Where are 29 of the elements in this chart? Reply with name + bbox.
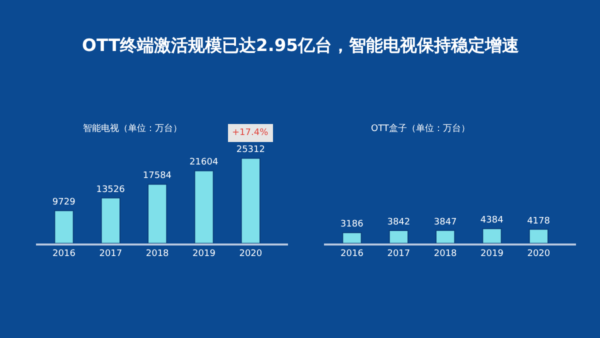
- data-label: 4178: [527, 216, 550, 226]
- chart-subtitle: 智能电视（单位：万台）: [83, 123, 182, 134]
- data-label: 17584: [142, 171, 172, 182]
- x-tick-label: 2017: [387, 248, 410, 259]
- annotation: +17.4%: [232, 128, 269, 138]
- data-label: 3842: [387, 217, 410, 228]
- x-tick-label: 2019: [480, 248, 504, 259]
- data-label: 25312: [236, 145, 265, 156]
- data-label: 21604: [190, 158, 218, 168]
- data-label: 3847: [434, 217, 457, 228]
- x-tick-label: 2016: [52, 248, 76, 259]
- x-tick-label: 2019: [192, 248, 216, 259]
- x-tick-label: 2020: [239, 248, 262, 259]
- x-tick-label: 2017: [99, 248, 122, 259]
- x-tick-label: 2018: [434, 248, 458, 259]
- data-label: 4384: [480, 216, 504, 226]
- data-label: 3186: [340, 220, 364, 230]
- x-tick-label: 2018: [146, 248, 170, 259]
- chart-title: OTT终端激活规模已达2.95亿台，智能电视保持稳定增速: [82, 36, 519, 56]
- bar: [100, 197, 120, 244]
- data-label: 13526: [96, 184, 126, 195]
- data-label: 9729: [52, 198, 76, 208]
- bar: [148, 184, 168, 244]
- bar: [54, 210, 74, 244]
- x-tick-label: 2016: [340, 248, 364, 259]
- chart-title: OTT盒子（单位：万台）: [371, 123, 470, 134]
- bar: [240, 158, 260, 244]
- bar: [194, 170, 214, 244]
- x-tick-label: 2020: [527, 248, 550, 259]
